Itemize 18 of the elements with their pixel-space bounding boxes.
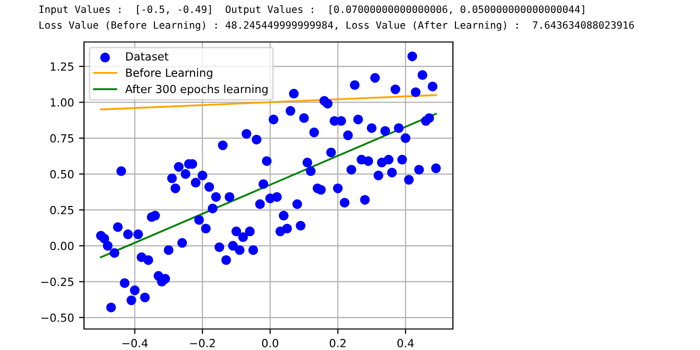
- x-tick-label: 0.0: [262, 338, 278, 348]
- y-tick-label: 0.25: [50, 206, 74, 214]
- y-tick-label: −0.25: [41, 278, 74, 286]
- x-tick-label: −0.2: [190, 338, 215, 348]
- x-tick-label: 0.2: [330, 338, 346, 348]
- y-tick-label: 0.00: [50, 242, 74, 250]
- x-tick-label: 0.4: [397, 338, 414, 348]
- y-tick-label: −0.50: [41, 313, 74, 322]
- y-tick-label: 0.50: [50, 170, 74, 178]
- y-tick-label: 1.00: [50, 98, 74, 107]
- legend-label: Dataset: [126, 52, 168, 61]
- y-tick-label: 0.75: [50, 134, 74, 143]
- y-tick-label: 1.25: [50, 62, 74, 71]
- text: Input Values : [-0.5, -0.49] Output Values : [0.07000000000000006, 0.050000000000000044]: [39, 5, 584, 15]
- x-tick-label: −0.4: [122, 338, 148, 348]
- legend-label: Before Learning: [126, 68, 212, 80]
- text: Loss Value (Before Learning) : 48.245449999999984, Loss Value (After Learning) : 7.643634088023916: [40, 21, 634, 31]
- legend-label: After 300 epochs learning: [125, 84, 268, 96]
